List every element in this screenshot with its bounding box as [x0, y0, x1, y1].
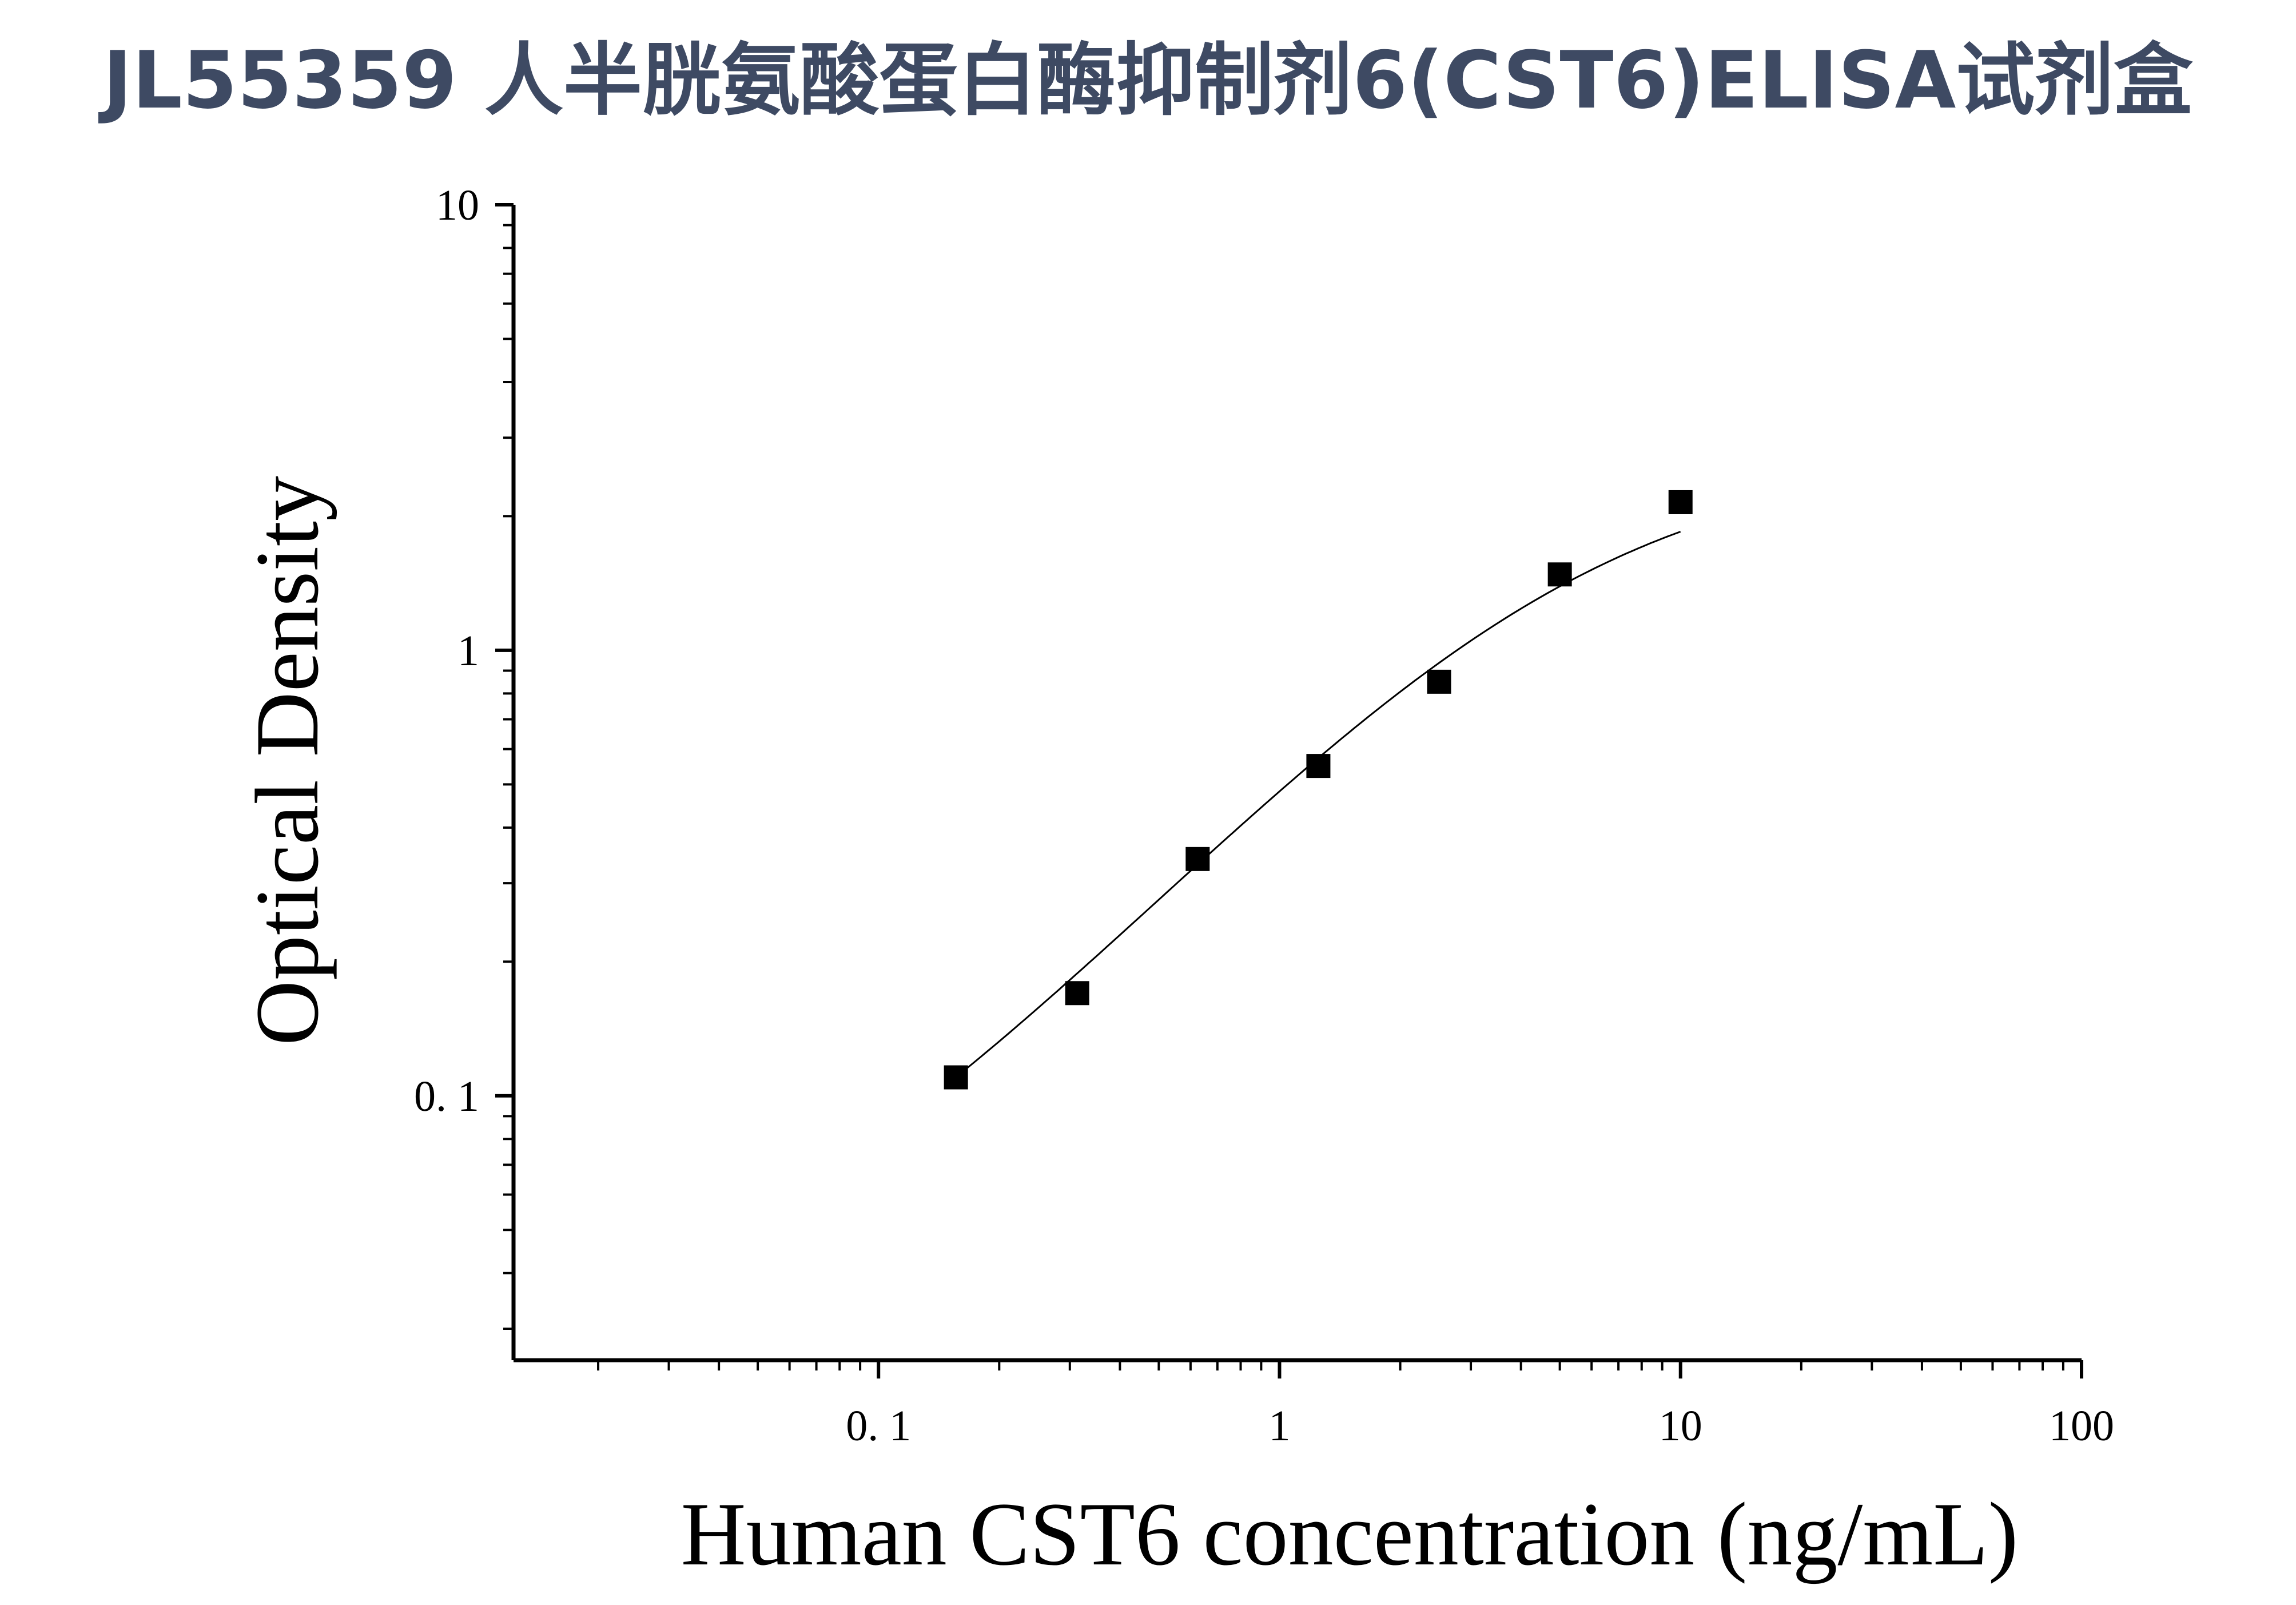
data-points-layer	[944, 490, 1693, 1090]
y-axis-label: Optical Density	[237, 476, 337, 1046]
data-point	[1668, 490, 1693, 514]
data-point	[1427, 669, 1451, 694]
x-tick-label: 0. 1	[846, 1402, 911, 1450]
y-tick-label: 0. 1	[414, 1072, 479, 1121]
y-tick-label: 1	[457, 627, 479, 675]
x-axis-ticks: 0. 1 1 10 100	[597, 1360, 2114, 1450]
x-axis-label: Human CST6 concentration (ng/mL)	[681, 1484, 2019, 1584]
data-point	[1547, 562, 1572, 587]
fit-curve-layer	[955, 531, 1681, 1078]
y-axis-ticks: 0. 1 1 10	[414, 181, 514, 1330]
data-point	[944, 1065, 968, 1090]
chart-title: JL55359 人半胱氨酸蛋白酶抑制剂6(CST6)ELISA试剂盒	[98, 34, 2194, 126]
data-point	[1306, 754, 1331, 778]
x-tick-label: 10	[1659, 1402, 1702, 1450]
fit-curve	[955, 531, 1681, 1078]
data-point	[1065, 981, 1089, 1006]
axes	[511, 205, 2082, 1362]
y-tick-label: 10	[436, 181, 479, 229]
x-tick-label: 100	[2049, 1402, 2114, 1450]
x-tick-label: 1	[1268, 1402, 1290, 1450]
data-point	[1185, 847, 1210, 871]
